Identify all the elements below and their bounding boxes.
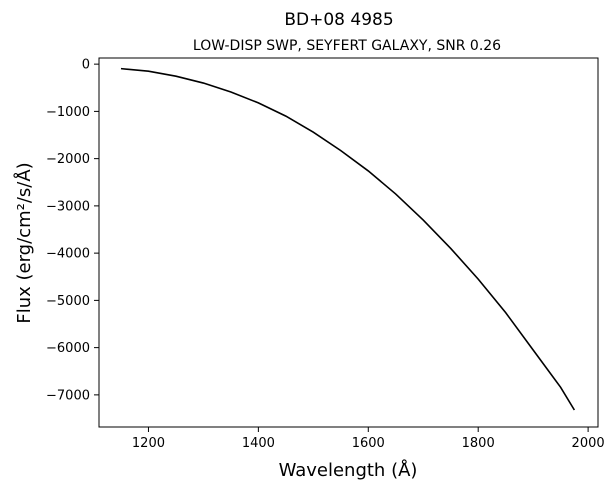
plot-area: [98, 57, 599, 428]
chart-subtitle: LOW-DISP SWP, SEYFERT GALAXY, SNR 0.26: [193, 38, 501, 54]
x-tick-label: 1200: [132, 436, 165, 451]
x-axis-ticks: 1200 1400 1600 1800 2000: [132, 427, 605, 451]
series-line: [120, 67, 576, 411]
y-tick-label: −7000: [46, 388, 90, 403]
y-tick-label: −4000: [46, 247, 90, 262]
y-tick-label: 0: [82, 58, 90, 73]
x-tick-label: 1600: [352, 436, 385, 451]
y-tick-label: −1000: [46, 105, 90, 120]
y-axis-label: Flux (erg/cm²/s/Å): [13, 162, 35, 323]
y-axis-ticks: 0 −1000 −2000 −3000 −4000 −5000 −6000 −7000: [46, 58, 99, 403]
y-tick-label: −2000: [46, 152, 90, 167]
y-tick-label: −6000: [46, 341, 90, 356]
chart-title: BD+08 4985: [284, 10, 393, 30]
x-tick-label: 1800: [462, 436, 495, 451]
y-tick-label: −5000: [46, 294, 90, 309]
x-axis-label: Wavelength (Å): [279, 459, 418, 481]
x-tick-label: 2000: [572, 436, 605, 451]
y-tick-label: −3000: [46, 199, 90, 214]
x-tick-label: 1400: [242, 436, 275, 451]
